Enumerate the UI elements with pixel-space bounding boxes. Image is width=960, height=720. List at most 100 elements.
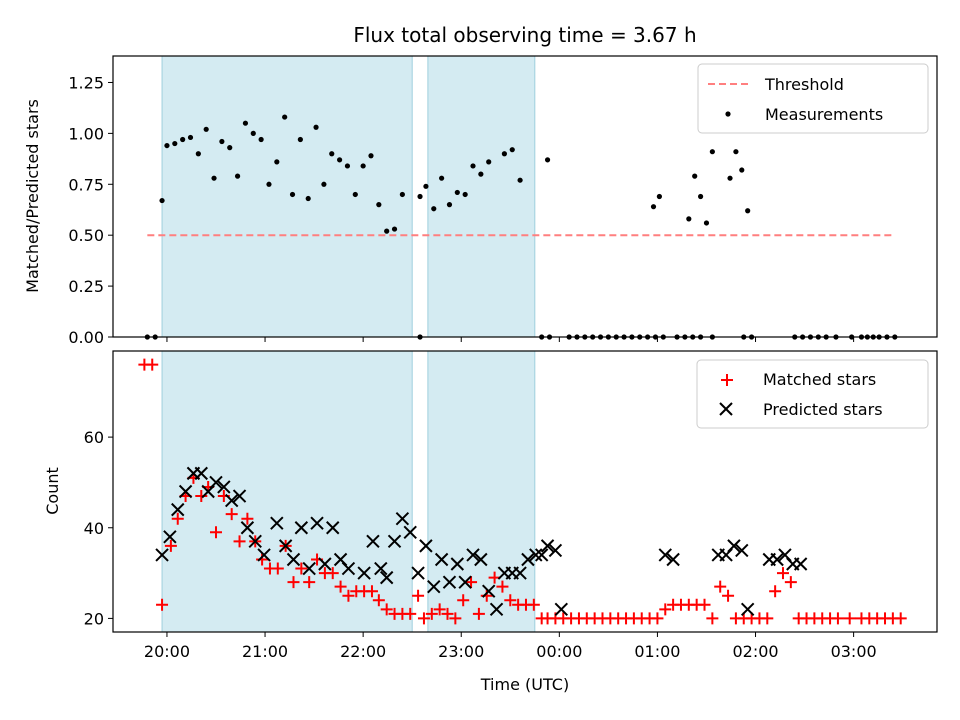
matched-point [171, 512, 184, 525]
predicted-point [466, 548, 480, 562]
measurement-point [297, 136, 303, 143]
measurement-point [745, 208, 751, 214]
measurement-point [242, 120, 249, 126]
matched-legend-label: Matched stars [763, 370, 876, 389]
measurement-point [195, 151, 201, 157]
matched-point [722, 589, 735, 602]
x-tick-label: 02:00 [732, 642, 778, 661]
matched-point [225, 508, 238, 521]
matched-point [480, 589, 493, 602]
measurement-point [305, 195, 311, 202]
predicted-point [513, 566, 527, 580]
measurement-point [250, 130, 256, 136]
measurement-point [187, 134, 194, 141]
measurement-point [172, 140, 178, 147]
count-plot-frame [112, 350, 938, 633]
measurement-point [478, 171, 484, 177]
matched-point [457, 594, 470, 607]
matched-point [659, 603, 672, 616]
predicted-point [793, 557, 808, 571]
matched-point [295, 562, 308, 575]
predicted-point [326, 521, 340, 535]
matched-point [404, 607, 417, 620]
predicted-point [341, 561, 356, 576]
measurement-point [517, 177, 523, 183]
predicted-point [540, 539, 555, 553]
matched-point [241, 512, 254, 525]
predicted-point [735, 543, 749, 558]
predicted-point [278, 539, 293, 553]
predicted-point [534, 548, 549, 562]
predicted-point [434, 552, 449, 567]
matched-point [334, 580, 347, 593]
y-tick-label: 0.75 [68, 175, 104, 194]
measurement-point [650, 204, 657, 210]
matched-point [761, 612, 774, 625]
measurement-point [368, 153, 374, 159]
measurement-point [164, 142, 170, 149]
predicted-point [366, 534, 380, 549]
count-legend: Matched stars Predicted stars [696, 359, 929, 429]
predicted-point [481, 584, 496, 598]
matched-point [210, 526, 222, 539]
observing-interval-shade [427, 350, 536, 633]
y-tick-label: 0.00 [68, 328, 104, 347]
matched-point [784, 576, 797, 589]
matched-point [433, 603, 446, 616]
predicted-point [224, 493, 239, 508]
measurement-point [462, 191, 468, 198]
predicted-point [395, 511, 410, 526]
matched-point [326, 567, 339, 580]
measurement-point [384, 228, 390, 234]
matched-point [156, 598, 169, 611]
matched-point [714, 580, 727, 593]
predicted-point [171, 502, 185, 517]
predicted-point [257, 548, 271, 562]
measurement-point [159, 197, 165, 204]
predicted-point [529, 548, 543, 562]
measurement-point [203, 126, 209, 132]
matched-point [843, 612, 856, 625]
predicted-point [740, 602, 755, 617]
predicted-point [217, 480, 231, 494]
measurement-point [431, 206, 437, 212]
measurement-point [709, 149, 715, 155]
predicted-point [658, 548, 672, 562]
predicted-point [442, 575, 457, 589]
observing-interval-shade [161, 55, 413, 338]
predicted-point [727, 539, 741, 553]
x-tick-label: 23:00 [438, 642, 484, 661]
predicted-point [411, 566, 425, 580]
measurement-point [360, 163, 366, 169]
measurement-point [211, 175, 217, 181]
measurement-point [282, 114, 288, 120]
x-tick-label: 21:00 [242, 642, 288, 661]
matched-point [894, 612, 907, 625]
predicted-point [163, 530, 177, 544]
predicted-point [666, 552, 680, 567]
matched-point [195, 490, 208, 503]
predicted-point [357, 566, 371, 580]
matched-legend-marker [721, 374, 733, 386]
count-panel: 20 40 60 20:00 21:00 22:00 23:00 00:00 01:00 02:… [43, 350, 938, 694]
matched-point [651, 612, 664, 625]
predicted-point [387, 534, 402, 549]
measurements-legend-label: Measurements [765, 105, 883, 124]
y-tick-label: 1.25 [68, 73, 104, 92]
measurement-point [266, 181, 272, 187]
matched-point [233, 535, 246, 548]
predicted-point [178, 484, 193, 499]
predicted-point [521, 552, 535, 567]
ratio-y-axis-label: Matched/Predicted stars [23, 99, 42, 293]
predicted-point [248, 534, 262, 549]
measurement-point [274, 159, 280, 165]
matched-point [496, 580, 509, 593]
ratio-legend-box [697, 63, 929, 134]
predicted-point [554, 602, 569, 617]
measurement-point [227, 145, 233, 151]
measurement-point [703, 220, 710, 226]
observing-interval-shade [161, 350, 413, 633]
measurement-point [417, 193, 423, 200]
y-tick-label: 1.00 [68, 124, 104, 143]
